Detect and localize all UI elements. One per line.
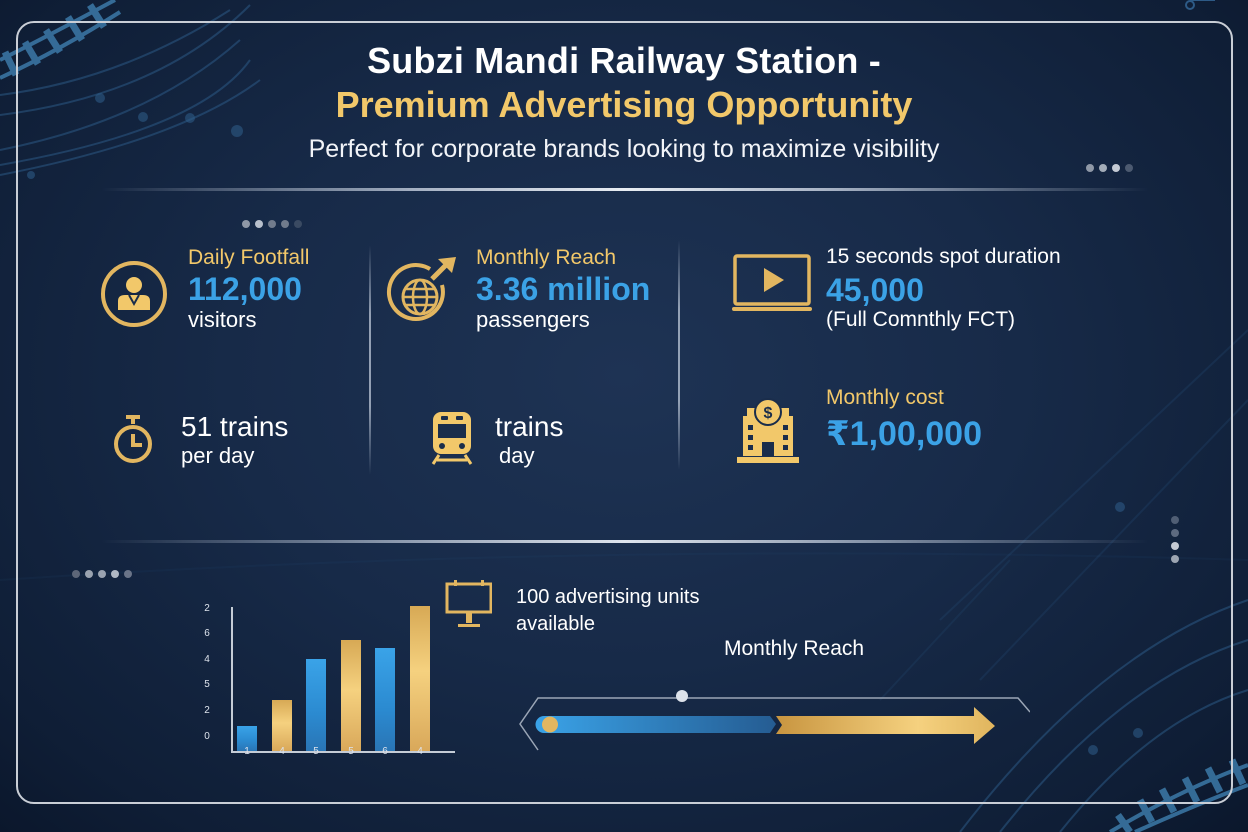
stat-value: ₹1,00,000 bbox=[826, 415, 983, 453]
reach-progress-bar bbox=[519, 690, 1030, 751]
y-tick: 6 bbox=[204, 628, 210, 639]
x-tick: 6 bbox=[382, 746, 388, 757]
y-tick: 2 bbox=[204, 603, 210, 614]
divider-middle bbox=[100, 540, 1150, 543]
page-title: Subzi Mandi Railway Station - bbox=[367, 40, 881, 81]
y-tick: 2 bbox=[204, 705, 210, 716]
stat-value: 45,000 bbox=[826, 272, 924, 308]
page-subtitle: Perfect for corporate brands looking to … bbox=[308, 135, 940, 163]
stat-value: trains bbox=[495, 411, 564, 442]
x-tick: 5 bbox=[348, 746, 354, 757]
globe-growth-icon bbox=[386, 257, 456, 322]
stat-monthly-cost: Monthly cost ₹1,00,000 bbox=[826, 386, 982, 453]
stat-unit: per day bbox=[181, 443, 255, 468]
building-dollar-icon: $ bbox=[737, 398, 799, 463]
bar-chart: 2 6 4 5 2 0 1 4 5 5 6 4 bbox=[200, 595, 455, 760]
reach-bar-label: Monthly Reach bbox=[724, 637, 865, 660]
svg-text:$: $ bbox=[764, 405, 773, 422]
stat-unit: day bbox=[499, 443, 535, 468]
stat-label: 15 seconds spot duration bbox=[826, 245, 1061, 268]
stat-value: 51 trains bbox=[181, 411, 289, 442]
units-line-2: available bbox=[516, 613, 595, 635]
x-tick: 5 bbox=[313, 746, 319, 757]
video-play-icon bbox=[732, 254, 812, 311]
y-tick: 0 bbox=[204, 731, 210, 742]
chart-bar bbox=[341, 640, 361, 751]
x-tick: 4 bbox=[279, 746, 285, 757]
divider-vertical-2 bbox=[678, 240, 680, 470]
stat-trains-day: trains day bbox=[495, 411, 563, 469]
stat-unit: (Full Comnthly FCT) bbox=[826, 308, 1016, 332]
stat-daily-footfall: Daily Footfall 112,000 visitors bbox=[188, 246, 309, 333]
stopwatch-icon bbox=[114, 415, 152, 463]
chart-bar bbox=[410, 606, 430, 751]
pagination-dots-top-left bbox=[242, 220, 302, 228]
units-line-1: 100 advertising units bbox=[516, 586, 700, 608]
billboard-icon bbox=[445, 580, 492, 627]
pagination-dots-bottom-left bbox=[72, 570, 132, 578]
y-tick: 4 bbox=[204, 654, 210, 665]
stat-monthly-reach: Monthly Reach 3.36 million passengers bbox=[476, 246, 650, 333]
stat-label: Monthly Reach bbox=[476, 246, 617, 269]
y-axis bbox=[231, 607, 233, 753]
chart-bar bbox=[237, 726, 257, 751]
pagination-dots-top-right bbox=[1086, 164, 1133, 172]
stat-value: 112,000 bbox=[188, 271, 302, 307]
pagination-dots-right bbox=[1171, 516, 1179, 563]
x-axis bbox=[231, 751, 455, 753]
stat-trains-per-day: 51 trains per day bbox=[181, 411, 288, 469]
divider-top bbox=[100, 188, 1150, 191]
chart-bar bbox=[272, 700, 292, 751]
stat-spot-duration: 15 seconds spot duration 45,000 (Full Co… bbox=[826, 245, 1061, 332]
divider-vertical-1 bbox=[369, 245, 371, 475]
stat-unit: passengers bbox=[476, 307, 590, 333]
train-icon bbox=[431, 412, 473, 465]
advertising-units: 100 advertising units available bbox=[516, 584, 699, 638]
stat-label: Monthly cost bbox=[826, 386, 944, 409]
x-tick: 4 bbox=[417, 746, 423, 757]
page-title-highlight: Premium Advertising Opportunity bbox=[335, 84, 913, 125]
content-frame bbox=[16, 21, 1233, 804]
person-icon bbox=[101, 261, 167, 327]
stat-label: Daily Footfall bbox=[188, 246, 310, 269]
x-tick: 1 bbox=[244, 746, 250, 757]
stat-unit: visitors bbox=[188, 307, 257, 333]
chart-bar bbox=[375, 648, 395, 751]
y-tick: 5 bbox=[204, 679, 210, 690]
stat-value: 3.36 million bbox=[476, 271, 651, 307]
chart-bar bbox=[306, 659, 326, 751]
